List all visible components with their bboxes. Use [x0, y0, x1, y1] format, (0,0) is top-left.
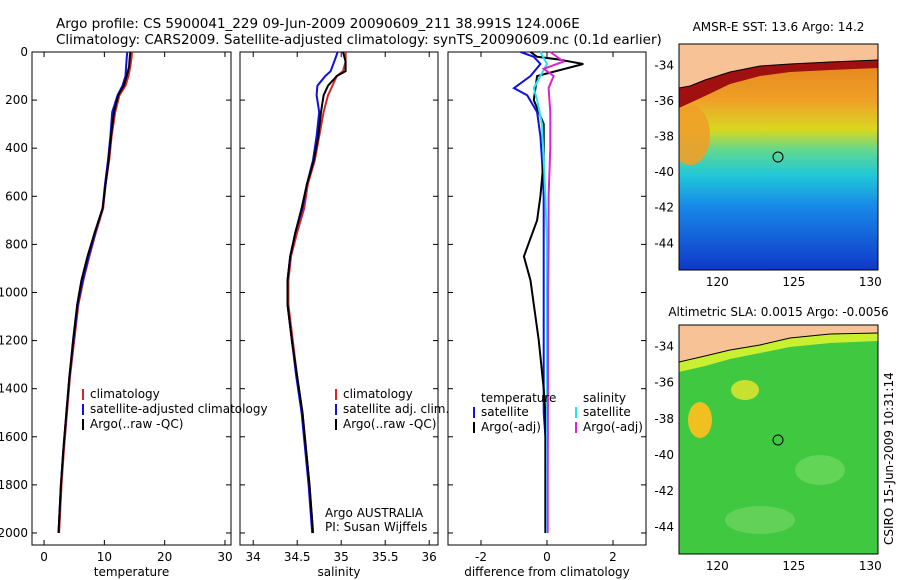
sla-map-frame — [678, 324, 879, 555]
y-tick-label: 1200 — [0, 334, 28, 348]
map-y-tick-label: -36 — [654, 94, 674, 108]
sst-warm-eddy — [679, 105, 710, 165]
x-axis-label: difference from climatology — [464, 565, 630, 579]
header-line-1: Argo profile: CS 5900041_229 09-Jun-2009… — [56, 16, 580, 32]
y-tick-label: 2000 — [0, 526, 28, 540]
side-timestamp: CSIRO 15-Jun-2009 10:31:14 — [882, 372, 896, 545]
series-blue — [512, 51, 547, 533]
legend-label: Argo(-adj) — [583, 420, 643, 434]
profile-panel-temperature: 0 10 20 30 temperature 0 200 400 600 800 1000 1200 1… — [0, 45, 268, 579]
series-black — [286, 51, 347, 534]
legend-label: satellite adj. clim. — [343, 402, 449, 416]
x-tick-label: 30 — [217, 550, 232, 564]
y-tick-label: 400 — [5, 141, 28, 155]
map-x-tick-label: 125 — [782, 275, 805, 289]
map-axes-sla-map: Altimetric SLA: 0.0015 Argo: -0.0056 120 1… — [654, 305, 888, 573]
sst-argo-marker — [772, 151, 784, 163]
annotation-line-2: PI: Susan Wijffels — [325, 520, 427, 534]
sla-coastal-band — [679, 333, 878, 372]
annotation-line-1: Argo AUSTRALIA — [325, 506, 424, 520]
sst-coastal-band — [679, 60, 878, 108]
map-axes-sst-map: AMSR-E SST: 13.6 Argo: 14.2 120 125 130 -34 -… — [654, 20, 881, 289]
map-y-tick-label: -36 — [654, 376, 674, 390]
map-y-tick-label: -40 — [654, 448, 674, 462]
y-tick-label: 200 — [5, 93, 28, 107]
map-y-tick-label: -42 — [654, 201, 674, 215]
x-tick-label: 35 — [334, 550, 349, 564]
x-tick-label: 10 — [97, 550, 112, 564]
sst-map-frame — [678, 43, 879, 271]
legend-label: Argo(..raw -QC) — [343, 417, 436, 431]
x-axis-label: salinity — [317, 565, 360, 579]
map-y-tick-label: -38 — [654, 130, 674, 144]
map-x-tick-label: 125 — [782, 559, 805, 573]
series-black — [57, 51, 132, 534]
sla-land — [679, 325, 878, 362]
map-y-tick-label: -44 — [654, 236, 674, 250]
legend-label: climatology — [343, 387, 413, 401]
legend-label: Argo(-adj) — [481, 420, 541, 434]
sla-patch-2 — [725, 506, 795, 534]
series-magenta — [541, 51, 566, 533]
y-tick-label: 1800 — [0, 478, 28, 492]
map-title: Altimetric SLA: 0.0015 Argo: -0.0056 — [668, 305, 888, 319]
sla-map — [678, 324, 879, 555]
map-x-tick-label: 130 — [859, 275, 882, 289]
series-black — [522, 51, 584, 533]
y-tick-label: 600 — [5, 189, 28, 203]
legend-label: climatology — [90, 387, 160, 401]
sla-argo-marker — [772, 434, 784, 446]
sla-coastline — [679, 332, 878, 363]
legend-label: Argo(..raw -QC) — [90, 417, 183, 431]
map-y-tick-label: -42 — [654, 484, 674, 498]
legend-title-temperature: temperature — [481, 391, 556, 405]
sst-map — [678, 43, 879, 271]
sla-positive-anomaly-2 — [731, 380, 759, 400]
sla-positive-anomaly — [688, 402, 712, 438]
map-x-tick-label: 130 — [859, 559, 882, 573]
map-x-tick-label: 120 — [706, 275, 729, 289]
x-tick-label: 0 — [543, 550, 551, 564]
x-tick-label: 36 — [422, 550, 437, 564]
x-tick-label: 35.5 — [372, 550, 399, 564]
x-tick-label: 34 — [246, 550, 261, 564]
map-title: AMSR-E SST: 13.6 Argo: 14.2 — [693, 20, 865, 34]
legend-title-salinity: salinity — [583, 391, 626, 405]
x-tick-label: 34.5 — [284, 550, 311, 564]
map-y-tick-label: -34 — [654, 340, 674, 354]
x-tick-label: 20 — [157, 550, 172, 564]
map-y-tick-label: -40 — [654, 165, 674, 179]
legend-label: satellite-adjusted climatology — [90, 402, 268, 416]
y-tick-label: 1600 — [0, 430, 28, 444]
series-blue — [286, 51, 339, 534]
x-axis-label: temperature — [94, 565, 169, 579]
y-tick-label: 1400 — [0, 382, 28, 396]
map-y-tick-label: -38 — [654, 412, 674, 426]
x-tick-label: 2 — [609, 550, 617, 564]
profile-panel-salinity: 34 34.5 35 35.5 36 salinity climatologysatelli… — [239, 51, 449, 579]
sst-land — [679, 44, 878, 88]
map-y-tick-label: -44 — [654, 520, 674, 534]
legend-label: satellite — [481, 405, 529, 419]
panel-frame — [239, 51, 439, 546]
header-line-2: Climatology: CARS2009. Satellite-adjuste… — [56, 32, 662, 48]
map-y-tick-label: -34 — [654, 58, 674, 72]
y-tick-label: 0 — [20, 45, 28, 59]
x-tick-label: -2 — [475, 550, 487, 564]
series-red — [58, 51, 134, 534]
series-blue — [57, 51, 129, 534]
map-x-tick-label: 120 — [706, 559, 729, 573]
legend-label: satellite — [583, 405, 631, 419]
sla-patch — [795, 455, 845, 485]
x-tick-label: 0 — [40, 550, 48, 564]
sst-coastline — [679, 59, 878, 89]
y-tick-label: 800 — [5, 237, 28, 251]
y-tick-label: 1000 — [0, 285, 28, 299]
